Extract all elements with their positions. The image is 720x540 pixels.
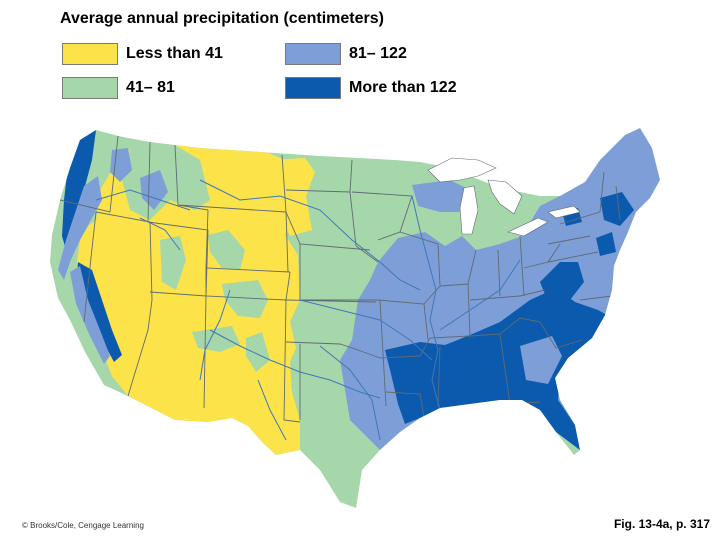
legend-swatch-81-122 xyxy=(285,43,341,65)
zone-wet-new-mexico xyxy=(246,332,270,372)
lake-erie xyxy=(507,217,549,237)
state-borders xyxy=(59,135,621,423)
zone-dry-west xyxy=(76,145,300,455)
rivers xyxy=(95,179,521,441)
zone-moist-carolina-piedmont xyxy=(520,336,562,384)
legend-item-81-122: 81– 122 xyxy=(285,43,407,65)
zone-wet-rockies-wyoming xyxy=(208,230,245,270)
zone-wet-northeast-b xyxy=(596,232,616,256)
legend-item-less-than-41: Less than 41 xyxy=(62,43,223,65)
lake-michigan xyxy=(459,185,479,235)
figure-reference: Fig. 13-4a, p. 317 xyxy=(613,517,710,531)
legend-swatch-more-than-122 xyxy=(285,77,341,99)
zone-moist-sierra xyxy=(70,266,110,364)
lake-ontario xyxy=(547,205,581,219)
zone-wet-rockies-colorado xyxy=(222,280,268,318)
lake-superior xyxy=(427,157,497,183)
zone-wet-rockies-north xyxy=(122,145,210,220)
legend-label-41-81: 41– 81 xyxy=(126,79,175,96)
legend-item-41-81: 41– 81 xyxy=(62,77,175,99)
map-title: Average annual precipitation (centimeter… xyxy=(60,10,384,27)
zone-wet-mogollon xyxy=(192,326,240,352)
legend-label-more-than-122: More than 122 xyxy=(349,79,457,96)
zone-dry-northern-plains xyxy=(270,158,315,236)
legend-label-81-122: 81– 122 xyxy=(349,45,407,62)
legend-item-more-than-122: More than 122 xyxy=(285,77,457,99)
lake-huron xyxy=(487,179,523,215)
zone-green-michigan xyxy=(474,192,512,238)
copyright-credit: © Brooks/Cole, Cengage Learning xyxy=(22,521,144,530)
zone-moist-upper-midwest xyxy=(412,180,470,212)
zone-wet-northeast-a xyxy=(600,192,634,226)
legend-swatch-less-than-41 xyxy=(62,43,118,65)
zone-moist-pacific-coast xyxy=(58,176,102,280)
zone-wet-appalachian xyxy=(540,262,584,302)
legend-label-less-than-41: Less than 41 xyxy=(126,45,223,62)
legend-swatch-41-81 xyxy=(62,77,118,99)
zone-wet-southeast xyxy=(385,288,612,450)
